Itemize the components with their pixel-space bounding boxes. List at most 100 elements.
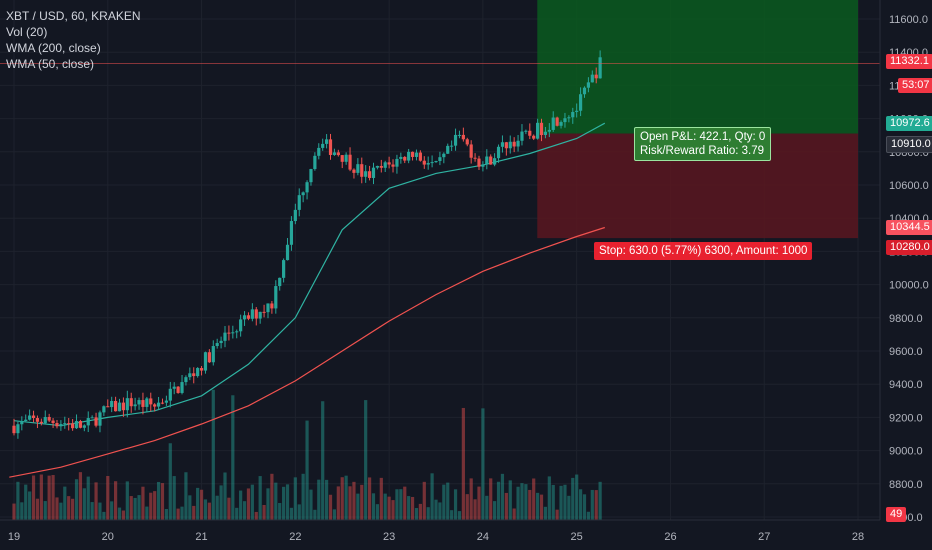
candle-body [532, 135, 536, 139]
chart-legend: XBT / USD, 60, KRAKEN Vol (20) WMA (200,… [6, 8, 141, 72]
volume-bar [215, 495, 219, 520]
volume-bar [356, 493, 360, 520]
wma50-line[interactable] [13, 122, 606, 427]
legend-wma50[interactable]: WMA (50, close) [6, 57, 95, 71]
candle-body [551, 117, 555, 130]
volume-bar [383, 493, 387, 520]
volume-bar [106, 475, 110, 520]
candle-body [196, 368, 200, 377]
candle-body [86, 418, 90, 426]
volume-bar [399, 489, 403, 520]
volume-bar [250, 484, 254, 520]
volume-bar [301, 473, 305, 520]
volume-bar [203, 499, 208, 520]
candle-body [590, 74, 594, 83]
volume-bar [176, 508, 180, 520]
candle-body [485, 156, 489, 165]
candle-body [524, 130, 528, 132]
volume-bar [590, 489, 594, 520]
candle-body [356, 164, 360, 173]
candle-body [59, 424, 63, 427]
x-tick-label: 20 [102, 531, 114, 543]
volume-bar [567, 495, 571, 520]
volume-bar [489, 478, 493, 520]
wma200-line[interactable] [9, 226, 605, 478]
volume-bar [563, 484, 567, 520]
candle-body [262, 311, 266, 313]
candle-body [176, 386, 180, 393]
volume-bar [407, 496, 411, 520]
volume-bar [481, 408, 485, 520]
volume-bar [113, 481, 118, 520]
time-axis-panel[interactable] [0, 520, 932, 550]
candle-body [301, 192, 305, 196]
candle-body [153, 404, 157, 407]
legend-volume[interactable]: Vol (20) [6, 25, 48, 39]
candle-body [457, 134, 462, 136]
y-tick-label: 9800.0 [889, 313, 923, 325]
volume-bar [559, 485, 563, 520]
volume-bar [317, 479, 321, 520]
candle-body [364, 171, 368, 177]
candle-body [55, 423, 59, 427]
candle-body [231, 332, 235, 334]
wma50-tag: 10344.5 [886, 220, 932, 235]
volume-bar [360, 484, 364, 520]
candle-body [113, 400, 118, 412]
candle-body [434, 161, 438, 163]
candle-body [410, 151, 415, 157]
chart-grid [0, 0, 880, 520]
volume-bar [313, 509, 317, 520]
volume-bar [51, 475, 55, 520]
x-tick-label: 23 [383, 531, 395, 543]
volume-bar [598, 481, 602, 520]
candle-body [414, 152, 419, 157]
candle-body [98, 412, 102, 426]
candle-body [418, 152, 422, 161]
legend-wma200[interactable]: WMA (200, close) [6, 41, 101, 55]
volume-bar [473, 499, 477, 520]
volume-bar [289, 507, 294, 520]
legend-symbol[interactable]: XBT / USD, 60, KRAKEN [6, 9, 141, 23]
candle-body [78, 421, 83, 428]
volume-bar [94, 482, 98, 520]
candle-body [336, 152, 340, 156]
volume-bar [504, 492, 508, 520]
candle-body [270, 303, 274, 309]
volume-bar [63, 486, 67, 520]
candle-body [555, 117, 559, 126]
candle-body [465, 139, 469, 145]
candle-body [391, 164, 395, 167]
volume-bar [242, 501, 247, 520]
volume-bar [16, 481, 20, 520]
candle-body [305, 182, 309, 193]
candle-body [164, 400, 168, 403]
volume-bar [450, 510, 454, 520]
candle-body [438, 157, 442, 162]
volume-bar [512, 508, 516, 520]
volume-bar [391, 500, 395, 520]
candle-body [250, 309, 254, 319]
candle-body [156, 402, 161, 407]
last-price-tag: 11332.1 [886, 54, 932, 69]
candle-body [547, 129, 551, 132]
position-zones [537, 0, 859, 239]
candle-body [274, 286, 278, 309]
volume-bar [457, 511, 462, 520]
volume-bar [536, 492, 540, 520]
volume-bar [414, 508, 419, 520]
candle-body [477, 158, 481, 167]
candle-body [12, 425, 16, 434]
candle-body [223, 332, 227, 341]
volume-bar [293, 477, 297, 520]
volume-bar [47, 475, 51, 520]
candle-body [24, 419, 28, 422]
candle-body [493, 158, 497, 165]
volume-bar [528, 489, 532, 520]
candle-body [328, 139, 333, 155]
candle-body [149, 398, 153, 405]
volume-bar [297, 504, 301, 520]
x-tick-label: 27 [758, 531, 770, 543]
candle-body [94, 417, 98, 426]
